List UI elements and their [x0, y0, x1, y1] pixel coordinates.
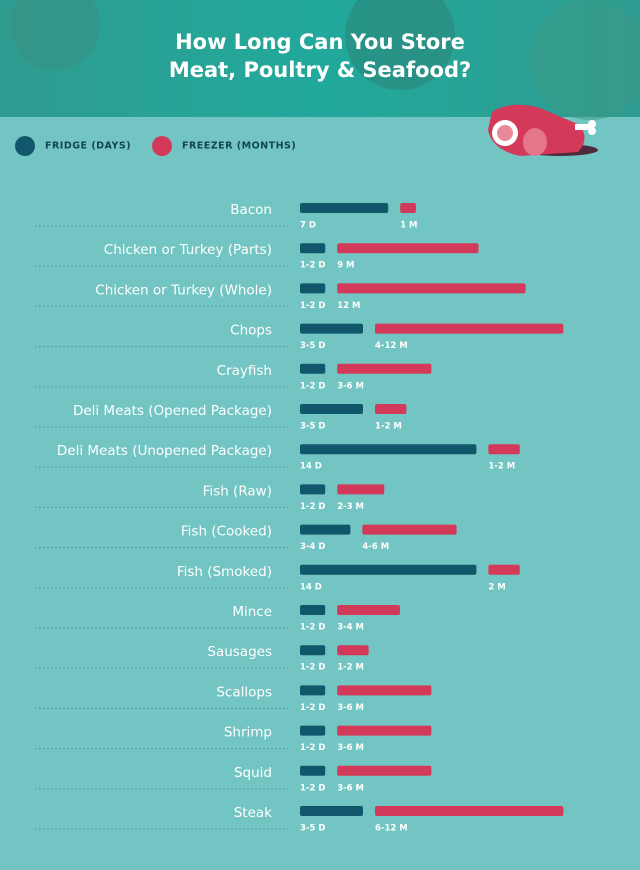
value-label: 14 D [300, 462, 322, 472]
bar [337, 645, 369, 656]
category-label: Fish (Raw) [203, 483, 272, 499]
value-label: 4-6 M [362, 542, 389, 552]
category-label: Fish (Cooked) [181, 524, 272, 540]
bar [362, 524, 457, 535]
bar [300, 685, 326, 696]
value-label: 9 M [337, 261, 354, 271]
value-label: 1-2 D [300, 783, 325, 793]
bar [400, 203, 416, 213]
value-label: 1-2 D [300, 743, 325, 753]
bar [375, 806, 564, 816]
value-label: 2 M [488, 582, 505, 592]
value-label: 3-5 D [300, 341, 325, 351]
legend-swatch [152, 136, 172, 156]
value-label: 1-2 D [300, 502, 325, 512]
category-label: Scallops [216, 684, 272, 700]
legend-label: FRIDGE (DAYS) [45, 141, 131, 152]
value-label: 1-2 D [300, 301, 325, 311]
bar [375, 323, 564, 334]
value-label: 3-5 D [300, 422, 325, 432]
header-decor [345, 0, 455, 90]
value-label: 1-2 D [300, 381, 325, 391]
value-label: 1-2 D [300, 663, 325, 673]
bar [375, 404, 407, 414]
bar [488, 444, 520, 455]
bar [300, 404, 363, 414]
value-label: 1-2 D [300, 623, 325, 633]
bar [337, 363, 432, 374]
bar [337, 243, 479, 254]
header-decor [10, 0, 100, 70]
value-label: 2-3 M [337, 502, 364, 512]
category-label: Fish (Smoked) [177, 564, 272, 580]
category-label: Chops [230, 323, 272, 339]
value-label: 3-6 M [337, 703, 364, 713]
bar [337, 685, 432, 696]
category-label: Mince [232, 604, 272, 620]
bar [300, 444, 477, 455]
bar [300, 564, 477, 575]
value-label: 1-2 M [337, 663, 364, 673]
bar [300, 806, 363, 816]
value-label: 1-2 D [300, 261, 325, 271]
header-decor [530, 0, 640, 120]
value-label: 12 M [337, 301, 360, 311]
bar [300, 283, 326, 294]
category-label: Deli Meats (Unopened Package) [57, 443, 272, 459]
value-label: 3-4 M [337, 623, 364, 633]
category-label: Shrimp [224, 725, 272, 741]
bar [337, 725, 432, 736]
bar [337, 484, 385, 495]
value-label: 3-6 M [337, 783, 364, 793]
chart-title: How Long Can You Store Meat, Poultry & S… [168, 30, 472, 82]
bar [300, 363, 326, 374]
value-label: 3-4 D [300, 542, 325, 552]
bar [300, 203, 389, 213]
value-label: 3-5 D [300, 824, 325, 834]
value-label: 1-2 D [300, 703, 325, 713]
category-label: Squid [234, 765, 272, 781]
bar [488, 564, 520, 575]
bar [337, 605, 400, 615]
category-label: Crayfish [217, 363, 272, 379]
category-label: Deli Meats (Opened Package) [73, 403, 272, 419]
bar [300, 323, 363, 334]
value-label: 4-12 M [375, 341, 408, 351]
bar [300, 725, 326, 736]
bar [300, 524, 351, 535]
bar [300, 605, 326, 615]
bar [337, 765, 432, 776]
meat-icon [488, 104, 598, 156]
category-label: Chicken or Turkey (Parts) [104, 242, 272, 258]
category-label: Sausages [207, 644, 272, 660]
bar [300, 243, 326, 254]
legend-swatch [15, 136, 35, 156]
bar [300, 645, 326, 656]
value-label: 1 M [400, 221, 417, 231]
category-label: Chicken or Turkey (Whole) [95, 282, 272, 298]
value-label: 6-12 M [375, 824, 408, 834]
value-label: 3-6 M [337, 381, 364, 391]
value-label: 14 D [300, 582, 322, 592]
legend-label: FREEZER (MONTHS) [182, 141, 296, 152]
value-label: 1-2 M [375, 422, 402, 432]
value-label: 1-2 M [488, 462, 515, 472]
value-label: 7 D [300, 221, 316, 231]
category-label: Bacon [230, 202, 272, 218]
bar [300, 765, 326, 776]
value-label: 3-6 M [337, 743, 364, 753]
bar [300, 484, 326, 495]
category-label: Steak [234, 805, 272, 821]
bar [337, 283, 526, 294]
